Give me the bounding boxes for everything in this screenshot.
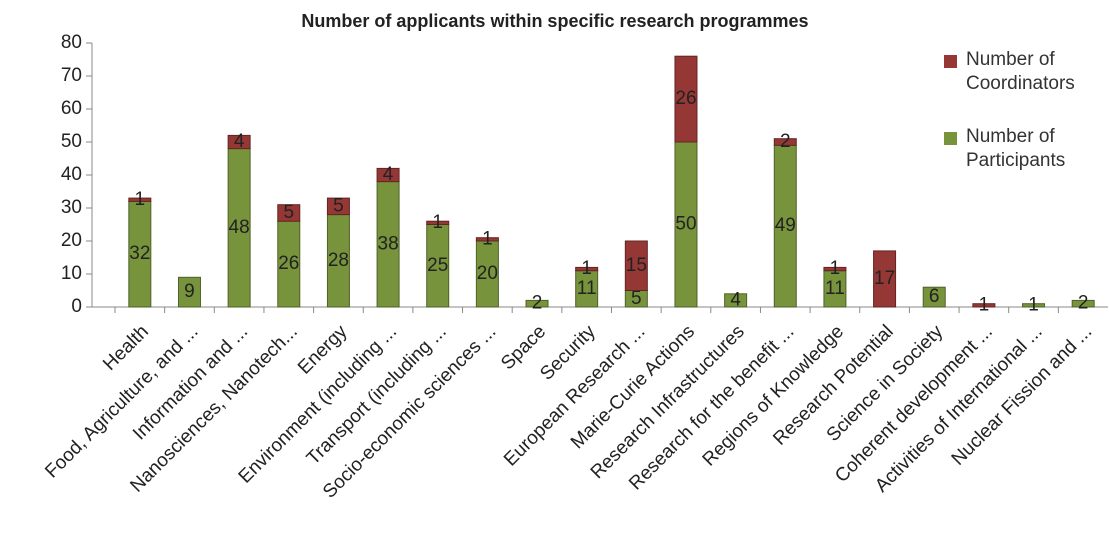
bar-segment [823,266,847,272]
data-label: 6 [929,286,940,307]
legend-label: Number of Coordinators [966,49,1075,94]
bar-segment [426,220,450,225]
y-tick-label: 60 [61,98,82,119]
bar-segment [177,276,201,308]
y-tick-label: 40 [61,164,82,185]
bar-segment [922,286,946,308]
y-tick-label: 80 [61,32,82,53]
data-label: 38 [378,233,399,254]
data-label: 49 [775,215,796,236]
data-label: 5 [333,195,344,216]
data-label: 15 [626,255,647,276]
data-label: 20 [477,263,498,284]
bar-segment [1071,299,1095,308]
data-label: 1 [830,258,841,279]
data-label: 9 [184,281,195,302]
bar-segment [575,266,599,272]
data-label: 48 [229,217,250,238]
data-label: 2 [1078,293,1089,314]
data-label: 4 [383,164,394,185]
bar-segment [1022,303,1046,308]
legend-label: Number of Participants [966,126,1066,171]
data-label: 11 [577,278,597,299]
bar-segment [277,204,301,222]
data-label: 1 [1028,294,1039,315]
data-label: 32 [129,243,150,264]
bar-segment [128,197,152,202]
data-label: 1 [135,189,146,210]
data-label: 17 [874,268,895,289]
bar-segment [376,167,400,183]
bar-segment [525,299,549,308]
data-label: 2 [780,131,791,152]
bar-segment [326,197,350,216]
data-label: 1 [432,212,443,233]
data-label: 1 [482,228,493,249]
data-label: 4 [234,131,245,152]
bar-segment [972,303,996,308]
data-label: 5 [631,288,642,309]
data-label: 28 [328,250,349,271]
legend-swatch [944,132,957,145]
bar-segment [724,293,748,308]
data-label: 4 [730,289,741,310]
y-tick-label: 30 [61,197,82,218]
bar-segment [227,134,251,150]
legend-swatch [944,55,957,68]
y-tick-label: 50 [61,131,82,152]
data-label: 2 [532,293,543,314]
bar-segment [674,55,698,143]
y-tick-label: 20 [61,230,82,251]
data-label: 25 [427,255,448,276]
y-tick-label: 0 [71,296,82,317]
bar-segment [773,138,797,146]
data-label: 26 [675,88,696,109]
data-label: 11 [825,278,845,299]
data-label: 26 [278,253,299,274]
data-label: 1 [979,294,990,315]
data-label: 1 [581,258,592,279]
y-tick-label: 10 [61,263,82,284]
bar-segment [873,250,897,308]
data-label: 50 [675,214,696,235]
bar-segment [475,237,499,242]
data-label: 5 [283,202,294,223]
chart-title: Number of applicants within specific res… [301,11,808,31]
bar-segment [624,240,648,291]
y-tick-label: 70 [61,65,82,86]
